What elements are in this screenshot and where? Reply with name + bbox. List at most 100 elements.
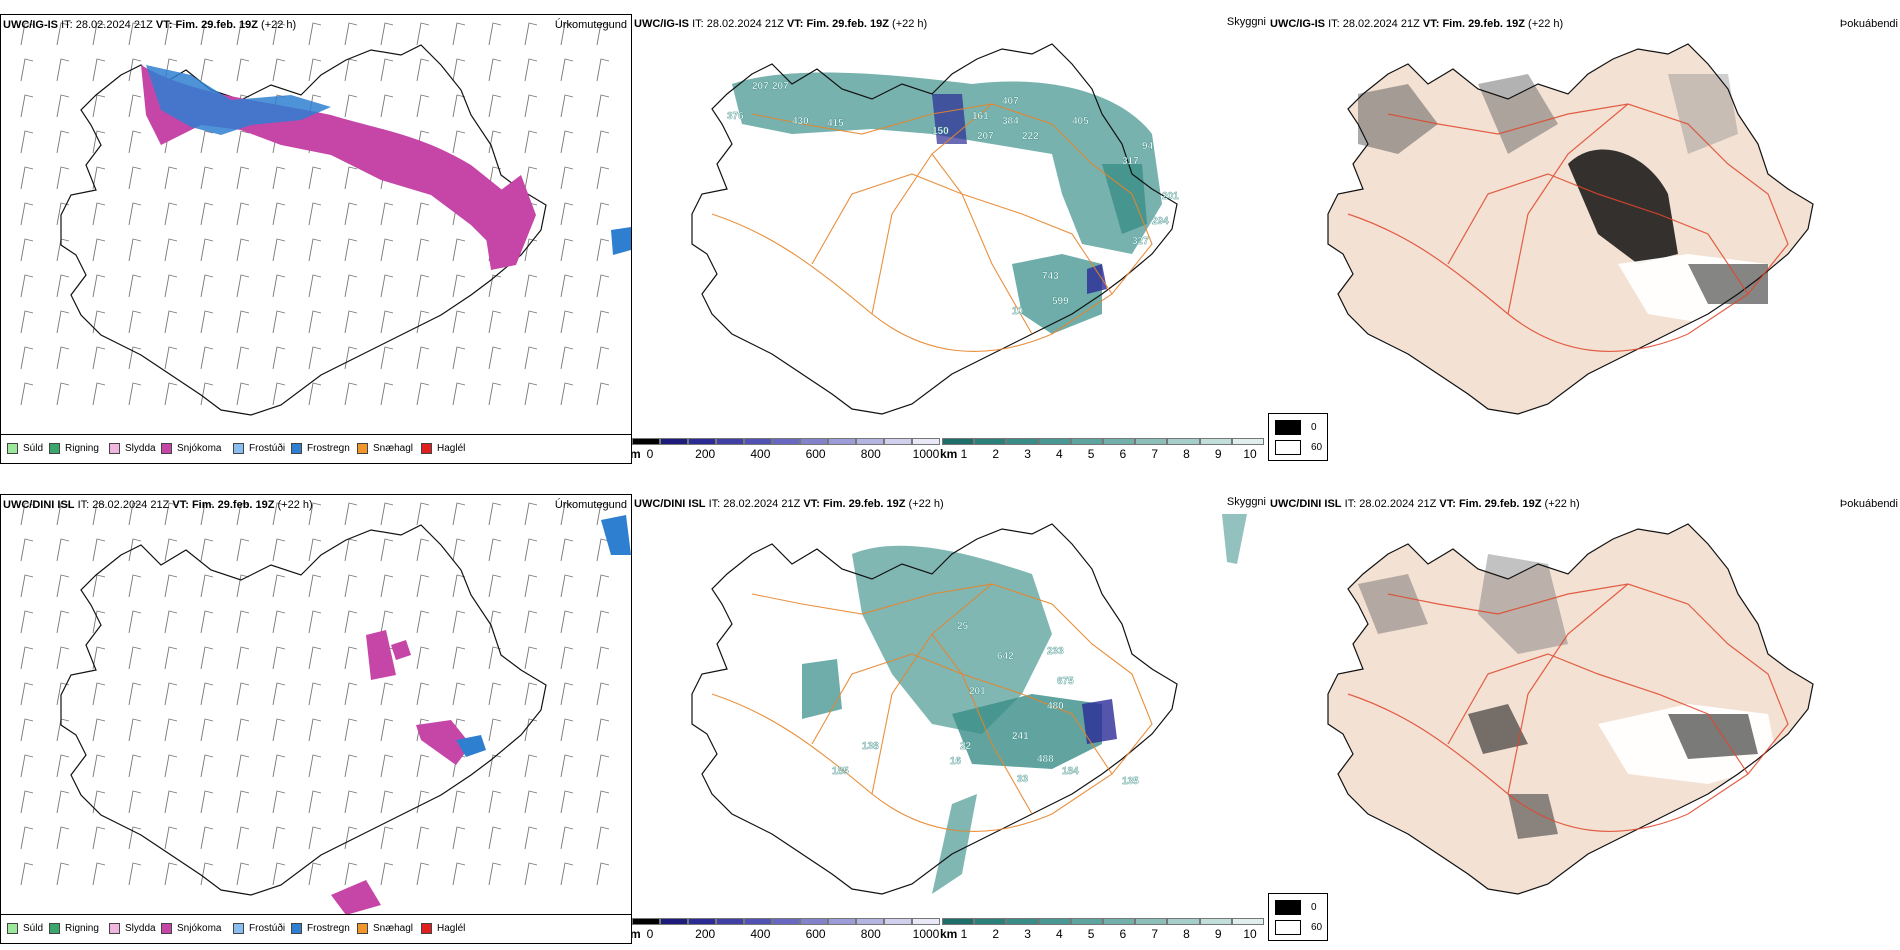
- wind-barb: [236, 166, 250, 190]
- panel-header: UWC/IG-IS IT: 28.02.2024 21Z VT: Fim. 29…: [1270, 18, 1564, 30]
- wind-barb: [308, 202, 322, 226]
- wind-barb: [272, 646, 286, 670]
- wind-barb: [452, 574, 466, 598]
- snow-depth-label: 22: [960, 741, 972, 752]
- wind-barb: [416, 574, 430, 598]
- depth-colorbar: m 0 200 400 600 800 1000: [632, 438, 942, 462]
- panel-title: Þokuábendi: [1839, 18, 1898, 30]
- wind-barb: [416, 238, 430, 262]
- wind-barb: [236, 502, 250, 526]
- wind-barb: [452, 310, 466, 334]
- precip-legend: Súld Rigning Slydda Snjókoma Frostúði Frostre…: [1, 914, 631, 943]
- colorbar-tick-label: 3: [1024, 927, 1031, 941]
- colorbar-cell: [1231, 438, 1264, 445]
- wind-barb: [596, 94, 610, 118]
- wind-barb: [128, 94, 142, 118]
- wind-barb: [56, 826, 70, 850]
- colorbar-tick-label: 400: [750, 927, 771, 941]
- panel-title: Skyggni: [1226, 496, 1266, 508]
- wind-barb: [308, 754, 322, 778]
- wind-barb: [596, 538, 610, 562]
- wind-barb: [236, 682, 250, 706]
- wind-barb: [56, 718, 70, 742]
- wind-barb: [92, 166, 106, 190]
- wind-barb: [560, 238, 574, 262]
- wind-barb: [308, 610, 322, 634]
- wind-barb: [416, 862, 430, 886]
- wind-barb: [416, 202, 430, 226]
- cloud-map-top: [1268, 14, 1900, 434]
- wind-barb: [128, 538, 142, 562]
- wind-barb: [596, 130, 610, 154]
- legend-label: Súld: [23, 923, 44, 934]
- wind-barb: [452, 94, 466, 118]
- wind-barb: [92, 94, 106, 118]
- wind-barb: [416, 610, 430, 634]
- wind-barb: [596, 790, 610, 814]
- wind-barb: [164, 646, 178, 670]
- colorbar-tick-label: 8: [1183, 447, 1190, 461]
- wind-barb: [596, 754, 610, 778]
- legend-item: Frostúði: [233, 443, 285, 454]
- colorbar-cell: [744, 918, 772, 925]
- wind-barb: [92, 538, 106, 562]
- wind-barb: [488, 310, 502, 334]
- legend-swatch: [1275, 420, 1301, 435]
- snow-depth-label: 25: [957, 621, 969, 632]
- colorbar-tick-label: 6: [1119, 927, 1127, 941]
- wind-barb: [416, 538, 430, 562]
- wind-barb: [128, 202, 142, 226]
- visibility-blobs: [802, 514, 1247, 894]
- panel-header: UWC/IG-IS IT: 28.02.2024 21Z VT: Fim. 29…: [3, 19, 297, 31]
- colorbar-cell: [800, 918, 828, 925]
- colorbar-cell: [1006, 918, 1039, 925]
- wind-barb: [416, 502, 430, 526]
- wind-barb: [272, 22, 286, 46]
- wind-barb: [488, 538, 502, 562]
- wind-barb: [56, 538, 70, 562]
- colorbar-unit: km: [940, 927, 958, 941]
- wind-barb: [128, 682, 142, 706]
- wind-barb: [272, 310, 286, 334]
- wind-barb: [452, 382, 466, 406]
- wind-barb: [416, 274, 430, 298]
- wind-barb: [344, 682, 358, 706]
- wind-barb: [20, 94, 34, 118]
- panel-header: UWC/DINI ISL IT: 28.02.2024 21Z VT: Fim.…: [1270, 498, 1580, 510]
- legend-swatch: [49, 443, 60, 454]
- wind-barb: [56, 94, 70, 118]
- legend-label: Slydda: [125, 443, 156, 454]
- colorbar-cell: [1103, 438, 1136, 445]
- wind-barb: [20, 718, 34, 742]
- wind-barb: [200, 346, 214, 370]
- colorbar-cell: [632, 918, 660, 925]
- wind-barb: [560, 346, 574, 370]
- colorbar-tick-label: 2: [992, 927, 1000, 941]
- wind-barb: [272, 202, 286, 226]
- wind-barb: [236, 22, 250, 46]
- wind-barb: [452, 238, 466, 262]
- wind-barb: [380, 274, 394, 298]
- wind-barb: [272, 346, 286, 370]
- wind-barb: [488, 790, 502, 814]
- colorbar-cell: [660, 438, 688, 445]
- legend-item: Rigning: [49, 443, 99, 454]
- wind-barb: [488, 682, 502, 706]
- wind-barb: [560, 862, 574, 886]
- snow-depth-label: 138: [862, 741, 879, 752]
- legend-swatch: [357, 443, 368, 454]
- snow-depth-label: 405: [1072, 116, 1089, 127]
- legend-swatch: [233, 923, 244, 934]
- colorbar-cell: [1135, 438, 1168, 445]
- wind-barb: [128, 310, 142, 334]
- colorbar-tick-label: 2: [992, 447, 1000, 461]
- wind-barb: [56, 502, 70, 526]
- wind-barb: [488, 610, 502, 634]
- legend-label: 60: [1311, 442, 1323, 453]
- wind-barb: [524, 826, 538, 850]
- legend-label: Snjókoma: [177, 923, 222, 934]
- colorbar-tick-label: 1000: [912, 927, 940, 941]
- colorbar-tick-label: 10: [1243, 447, 1257, 461]
- wind-barb: [92, 682, 106, 706]
- wind-barb: [200, 826, 214, 850]
